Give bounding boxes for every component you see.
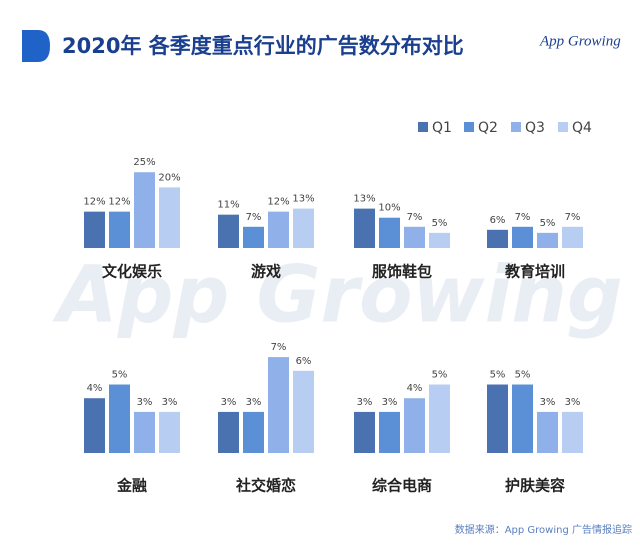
legend-label: Q2 bbox=[478, 120, 498, 136]
value-label: 5% bbox=[432, 370, 448, 381]
category-label: 游戏 bbox=[251, 263, 281, 281]
bar bbox=[487, 384, 508, 453]
value-label: 6% bbox=[296, 356, 312, 367]
bar bbox=[562, 226, 583, 248]
bar bbox=[109, 211, 130, 248]
bar bbox=[134, 172, 155, 248]
bar bbox=[268, 211, 289, 248]
category-label: 教育培训 bbox=[504, 263, 565, 281]
bar bbox=[429, 232, 450, 248]
bar bbox=[512, 384, 533, 453]
value-label: 3% bbox=[137, 397, 153, 408]
bar bbox=[218, 411, 239, 453]
value-label: 5% bbox=[432, 218, 448, 229]
value-label: 7% bbox=[515, 212, 531, 223]
title-accent bbox=[22, 30, 50, 62]
bar bbox=[268, 357, 289, 453]
value-label: 5% bbox=[515, 370, 531, 381]
value-label: 20% bbox=[158, 172, 180, 183]
value-label: 6% bbox=[490, 215, 506, 226]
bar bbox=[84, 211, 105, 248]
value-label: 10% bbox=[378, 203, 400, 214]
logo: App Growing bbox=[539, 33, 621, 49]
value-label: 5% bbox=[112, 370, 128, 381]
legend-swatch bbox=[464, 122, 474, 132]
bar bbox=[354, 411, 375, 453]
category-label: 社交婚恋 bbox=[235, 477, 296, 495]
value-label: 3% bbox=[162, 397, 178, 408]
bar bbox=[404, 398, 425, 453]
category-label: 护肤美容 bbox=[505, 477, 565, 495]
value-label: 5% bbox=[540, 218, 556, 229]
category-label: 服饰鞋包 bbox=[372, 263, 432, 281]
bar bbox=[84, 398, 105, 453]
value-label: 12% bbox=[108, 197, 130, 208]
bar bbox=[487, 229, 508, 248]
bar bbox=[537, 232, 558, 248]
bar bbox=[218, 214, 239, 248]
bar bbox=[243, 411, 264, 453]
bar bbox=[379, 411, 400, 453]
legend-swatch bbox=[511, 122, 521, 132]
value-label: 7% bbox=[407, 212, 423, 223]
value-label: 12% bbox=[83, 197, 105, 208]
bar bbox=[243, 226, 264, 248]
value-label: 3% bbox=[382, 397, 398, 408]
category-label: 金融 bbox=[116, 477, 147, 495]
bar bbox=[354, 208, 375, 248]
legend-label: Q3 bbox=[525, 120, 545, 136]
legend-label: Q1 bbox=[432, 120, 452, 136]
value-label: 4% bbox=[407, 383, 423, 394]
value-label: 13% bbox=[292, 194, 314, 205]
bar bbox=[134, 411, 155, 453]
value-label: 7% bbox=[246, 212, 262, 223]
legend-swatch bbox=[558, 122, 568, 132]
watermark: App Growing bbox=[51, 250, 622, 340]
category-label: 综合电商 bbox=[372, 477, 432, 495]
value-label: 3% bbox=[221, 397, 237, 408]
value-label: 3% bbox=[540, 397, 556, 408]
bar bbox=[159, 411, 180, 453]
bar bbox=[109, 384, 130, 453]
value-label: 4% bbox=[87, 383, 103, 394]
bar bbox=[537, 411, 558, 453]
bar bbox=[293, 208, 314, 248]
bar bbox=[159, 187, 180, 248]
bar bbox=[562, 411, 583, 453]
value-label: 3% bbox=[246, 397, 262, 408]
value-label: 3% bbox=[565, 397, 581, 408]
value-label: 3% bbox=[357, 397, 373, 408]
source: 数据来源：App Growing 广告情报追踪 bbox=[455, 523, 632, 536]
legend-swatch bbox=[418, 122, 428, 132]
bar bbox=[293, 370, 314, 453]
bar bbox=[512, 226, 533, 248]
value-label: 12% bbox=[267, 197, 289, 208]
category-label: 文化娱乐 bbox=[102, 263, 162, 281]
bar bbox=[379, 217, 400, 248]
bar bbox=[404, 226, 425, 248]
legend-label: Q4 bbox=[572, 120, 592, 136]
chart-title: 2020年 各季度重点行业的广告数分布对比 bbox=[62, 34, 464, 58]
value-label: 25% bbox=[133, 157, 155, 168]
value-label: 7% bbox=[271, 342, 287, 353]
value-label: 13% bbox=[353, 194, 375, 205]
value-label: 5% bbox=[490, 370, 506, 381]
value-label: 11% bbox=[217, 200, 239, 211]
value-label: 7% bbox=[565, 212, 581, 223]
bar bbox=[429, 384, 450, 453]
